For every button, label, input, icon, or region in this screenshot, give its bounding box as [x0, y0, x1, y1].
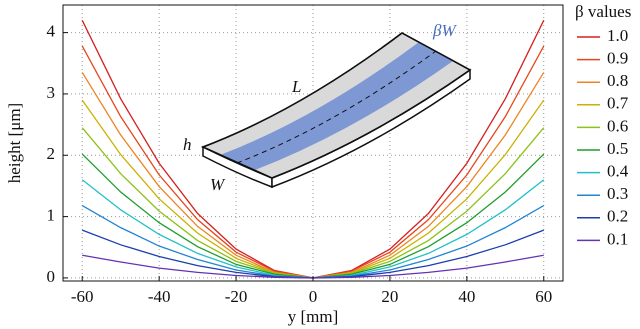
series-line — [81, 153, 545, 279]
y-axis-label: height [μm] — [5, 103, 24, 183]
legend-label: 0.7 — [607, 94, 629, 113]
inset-label: W — [210, 175, 226, 194]
legend-title: β values — [575, 2, 631, 21]
x-tick-label: 60 — [535, 287, 552, 306]
legend-label: 0.2 — [607, 207, 628, 226]
legend-label: 0.9 — [607, 49, 628, 68]
legend-label: 1.0 — [607, 26, 628, 45]
inset-label: βW — [432, 21, 457, 40]
plate-band — [220, 42, 453, 170]
inset-diagram: L h W βW — [183, 21, 472, 194]
x-tick-label: -40 — [148, 287, 171, 306]
y-tick-label: 4 — [47, 22, 56, 41]
legend-label: 0.6 — [607, 116, 628, 135]
series-line — [82, 254, 544, 279]
legend-label: 0.5 — [607, 139, 628, 158]
center-line — [236, 50, 437, 164]
y-tick-label: 2 — [47, 144, 56, 163]
y-tick-label: 3 — [47, 83, 56, 102]
x-tick-label: 20 — [381, 287, 398, 306]
y-tick-label: 1 — [47, 206, 56, 225]
x-tick-label: 0 — [309, 287, 318, 306]
x-axis-label: y [mm] — [288, 307, 339, 326]
x-tick-label: -20 — [225, 287, 248, 306]
plate-outline — [201, 32, 472, 179]
x-tick-label: -60 — [71, 287, 94, 306]
inset-label: L — [291, 77, 301, 96]
legend-label: 0.8 — [607, 71, 628, 90]
series-line — [81, 179, 545, 279]
legend-label: 0.4 — [607, 162, 629, 181]
legend-label: 0.1 — [607, 229, 628, 248]
legend-label: 0.3 — [607, 184, 628, 203]
x-tick-label: 40 — [458, 287, 475, 306]
inset-label: h — [183, 135, 192, 154]
y-tick-label: 0 — [47, 267, 56, 286]
